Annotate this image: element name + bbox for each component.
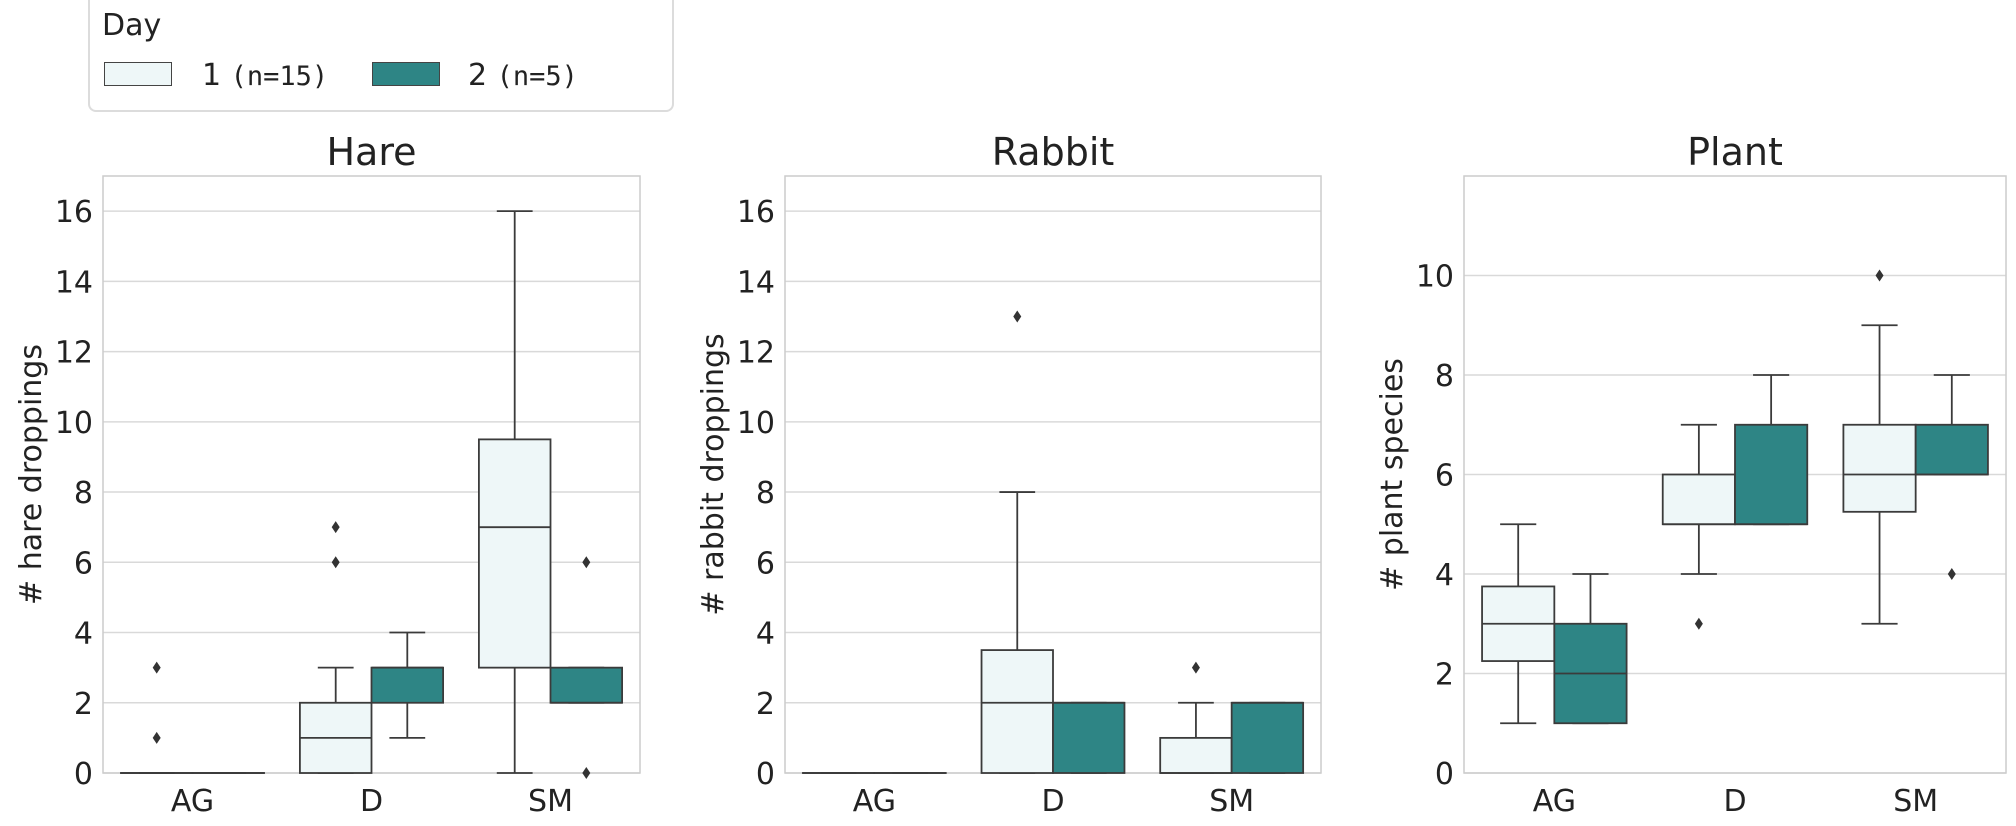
y-axis-label: # plant species (1375, 358, 1410, 591)
outlier-point (331, 521, 340, 534)
panel-title: Hare (326, 130, 416, 174)
panel-rabbit (784, 175, 1322, 774)
legend-label-day-2: 2 (n=5) (468, 58, 578, 93)
y-tick-label: 0 (1435, 757, 1454, 792)
y-tick-label: 12 (737, 336, 775, 371)
box (980, 649, 1054, 774)
y-tick-label: 14 (737, 265, 775, 300)
y-tick-label: 6 (756, 546, 775, 581)
box (549, 666, 623, 704)
legend-label-day-2-value: 2 (468, 58, 488, 93)
x-tick-label: D (1723, 784, 1746, 819)
box (1159, 736, 1233, 774)
legend-label-day-1-value: 1 (202, 58, 222, 93)
outlier-point (331, 556, 340, 569)
y-tick-label: 2 (74, 687, 93, 722)
outlier-point (582, 767, 591, 779)
panel-title: Plant (1687, 130, 1783, 174)
y-tick-label: 16 (55, 195, 93, 230)
y-axis-label: # hare droppings (14, 344, 49, 605)
legend-title: Day (102, 8, 162, 43)
box (370, 666, 444, 704)
box (1914, 423, 1989, 476)
legend-label-day-1-n: (n=15) (230, 61, 329, 92)
y-tick-label: 4 (756, 617, 775, 652)
x-tick-label: SM (528, 784, 573, 819)
y-tick-label: 10 (55, 406, 93, 441)
y-tick-label: 6 (74, 546, 93, 581)
outlier-point (1875, 269, 1884, 282)
legend-label-day-2-n: (n=5) (496, 61, 578, 92)
y-tick-label: 6 (1435, 459, 1454, 494)
x-tick-label: AG (853, 784, 896, 819)
box (1052, 701, 1126, 774)
y-tick-label: 8 (74, 476, 93, 511)
legend: Day 1 (n=15) 2 (n=5) (88, 0, 674, 112)
y-axis-label: # rabbit droppings (696, 333, 731, 615)
legend-label-day-1: 1 (n=15) (202, 58, 328, 93)
outlier-point (582, 556, 591, 569)
y-tick-label: 0 (74, 757, 93, 792)
outlier-point (152, 731, 161, 744)
x-tick-label: AG (1533, 784, 1576, 819)
y-tick-label: 14 (55, 265, 93, 300)
y-tick-label: 16 (737, 195, 775, 230)
outlier-point (152, 661, 161, 674)
box (477, 438, 552, 669)
x-tick-label: SM (1893, 784, 1938, 819)
y-tick-label: 2 (756, 687, 775, 722)
outlier-point (1191, 661, 1200, 674)
box (1842, 423, 1917, 513)
y-tick-label: 0 (756, 757, 775, 792)
y-tick-label: 4 (1435, 558, 1454, 593)
y-tick-label: 2 (1435, 658, 1454, 693)
y-tick-label: 10 (737, 406, 775, 441)
y-tick-label: 4 (74, 617, 93, 652)
panel-hare (102, 175, 641, 779)
outlier-point (1947, 568, 1956, 580)
outlier-point (1694, 617, 1703, 630)
x-tick-label: SM (1209, 784, 1254, 819)
box (1734, 423, 1809, 526)
legend-swatch-day-2 (372, 62, 440, 86)
x-tick-label: AG (171, 784, 214, 819)
box (1230, 701, 1305, 774)
panel-title: Rabbit (992, 130, 1115, 174)
y-tick-label: 8 (1435, 359, 1454, 394)
x-tick-label: D (1041, 784, 1064, 819)
y-tick-label: 8 (756, 476, 775, 511)
panel-plant (1463, 175, 2007, 774)
outlier-point (1013, 310, 1022, 323)
x-tick-label: D (360, 784, 383, 819)
y-tick-label: 12 (55, 336, 93, 371)
legend-swatch-day-1 (104, 62, 172, 86)
plot-frame (1463, 175, 2007, 774)
box (1661, 473, 1736, 526)
y-tick-label: 10 (1416, 260, 1454, 295)
